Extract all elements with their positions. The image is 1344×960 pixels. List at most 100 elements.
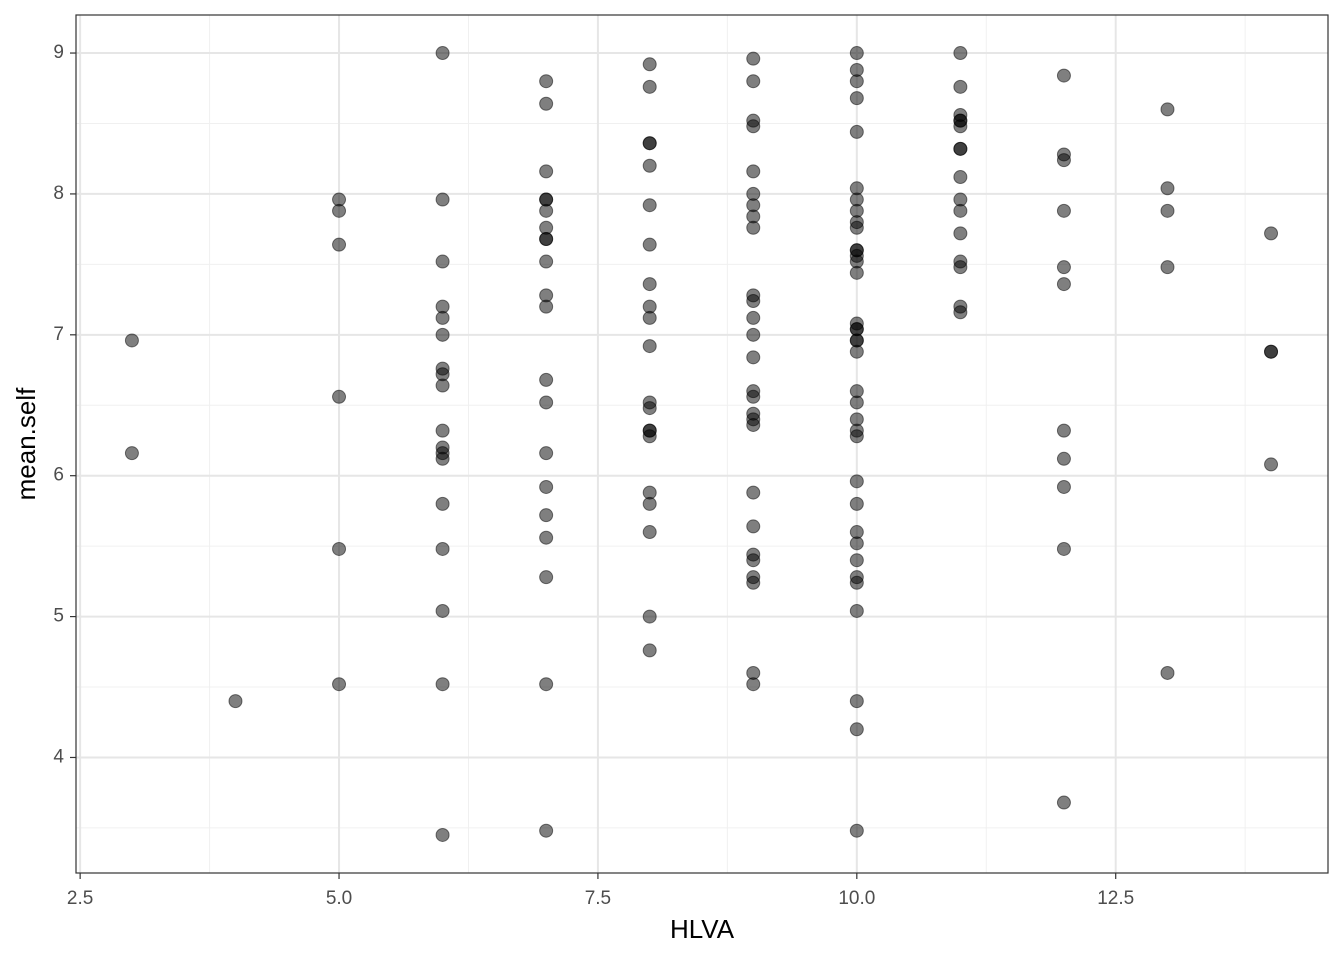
point bbox=[435, 192, 450, 207]
point bbox=[849, 575, 864, 590]
point bbox=[953, 226, 968, 241]
point bbox=[332, 203, 347, 218]
point bbox=[642, 136, 657, 151]
x-tick-label: 2.5 bbox=[67, 888, 93, 909]
point bbox=[539, 446, 554, 461]
point bbox=[746, 350, 761, 365]
x-tick-label: 7.5 bbox=[585, 888, 611, 909]
point bbox=[746, 164, 761, 179]
point bbox=[849, 46, 864, 61]
point bbox=[642, 79, 657, 94]
point bbox=[849, 603, 864, 618]
point bbox=[539, 479, 554, 494]
point bbox=[953, 79, 968, 94]
point bbox=[1056, 277, 1071, 292]
point bbox=[1264, 226, 1279, 241]
point bbox=[435, 310, 450, 325]
point bbox=[539, 530, 554, 545]
point bbox=[642, 339, 657, 354]
point bbox=[1056, 68, 1071, 83]
point bbox=[539, 203, 554, 218]
point bbox=[1056, 423, 1071, 438]
point bbox=[332, 389, 347, 404]
point bbox=[435, 254, 450, 269]
point bbox=[953, 305, 968, 320]
point bbox=[849, 553, 864, 568]
point bbox=[1056, 479, 1071, 494]
point bbox=[746, 389, 761, 404]
point bbox=[539, 74, 554, 89]
point bbox=[1160, 102, 1175, 117]
point bbox=[849, 496, 864, 511]
point bbox=[642, 158, 657, 173]
point bbox=[746, 119, 761, 134]
plot-border bbox=[75, 14, 1329, 874]
x-axis-title: HLVA bbox=[670, 914, 735, 944]
point bbox=[332, 677, 347, 692]
point bbox=[642, 57, 657, 72]
point bbox=[849, 722, 864, 737]
point bbox=[953, 203, 968, 218]
point bbox=[539, 372, 554, 387]
point bbox=[746, 553, 761, 568]
point bbox=[746, 220, 761, 235]
point bbox=[539, 254, 554, 269]
point bbox=[539, 96, 554, 111]
point bbox=[849, 474, 864, 489]
point bbox=[332, 237, 347, 252]
y-tick-label: 5 bbox=[53, 606, 64, 627]
y-tick-label: 9 bbox=[53, 42, 64, 63]
point bbox=[642, 277, 657, 292]
point bbox=[539, 823, 554, 838]
point bbox=[124, 333, 139, 348]
point bbox=[642, 429, 657, 444]
point bbox=[1160, 203, 1175, 218]
point bbox=[642, 609, 657, 624]
point bbox=[1264, 457, 1279, 472]
point bbox=[435, 677, 450, 692]
point bbox=[1056, 795, 1071, 810]
point bbox=[849, 91, 864, 106]
x-tick-label: 5.0 bbox=[326, 888, 352, 909]
point bbox=[1056, 451, 1071, 466]
point bbox=[435, 378, 450, 393]
point bbox=[1056, 203, 1071, 218]
point bbox=[539, 164, 554, 179]
point bbox=[746, 519, 761, 534]
x-tick-label: 12.5 bbox=[1097, 888, 1134, 909]
point bbox=[539, 232, 554, 247]
point bbox=[953, 170, 968, 185]
y-tick-label: 8 bbox=[53, 183, 64, 204]
point bbox=[953, 141, 968, 156]
point bbox=[642, 643, 657, 658]
point bbox=[332, 541, 347, 556]
point bbox=[228, 694, 243, 709]
point bbox=[746, 417, 761, 432]
point bbox=[1264, 344, 1279, 359]
point bbox=[849, 395, 864, 410]
point bbox=[642, 198, 657, 213]
point bbox=[1056, 541, 1071, 556]
point bbox=[539, 508, 554, 523]
point bbox=[642, 496, 657, 511]
point bbox=[849, 536, 864, 551]
point bbox=[849, 220, 864, 235]
point bbox=[849, 694, 864, 709]
point bbox=[1160, 665, 1175, 680]
point bbox=[746, 575, 761, 590]
point bbox=[849, 344, 864, 359]
y-tick-label: 6 bbox=[53, 465, 64, 486]
point bbox=[1160, 260, 1175, 275]
point bbox=[953, 119, 968, 134]
point bbox=[539, 395, 554, 410]
point bbox=[746, 327, 761, 342]
point bbox=[746, 294, 761, 308]
point bbox=[539, 677, 554, 692]
point bbox=[1056, 153, 1071, 168]
point bbox=[539, 570, 554, 585]
point bbox=[1160, 181, 1175, 196]
point bbox=[849, 823, 864, 838]
point bbox=[642, 237, 657, 252]
point bbox=[849, 74, 864, 89]
